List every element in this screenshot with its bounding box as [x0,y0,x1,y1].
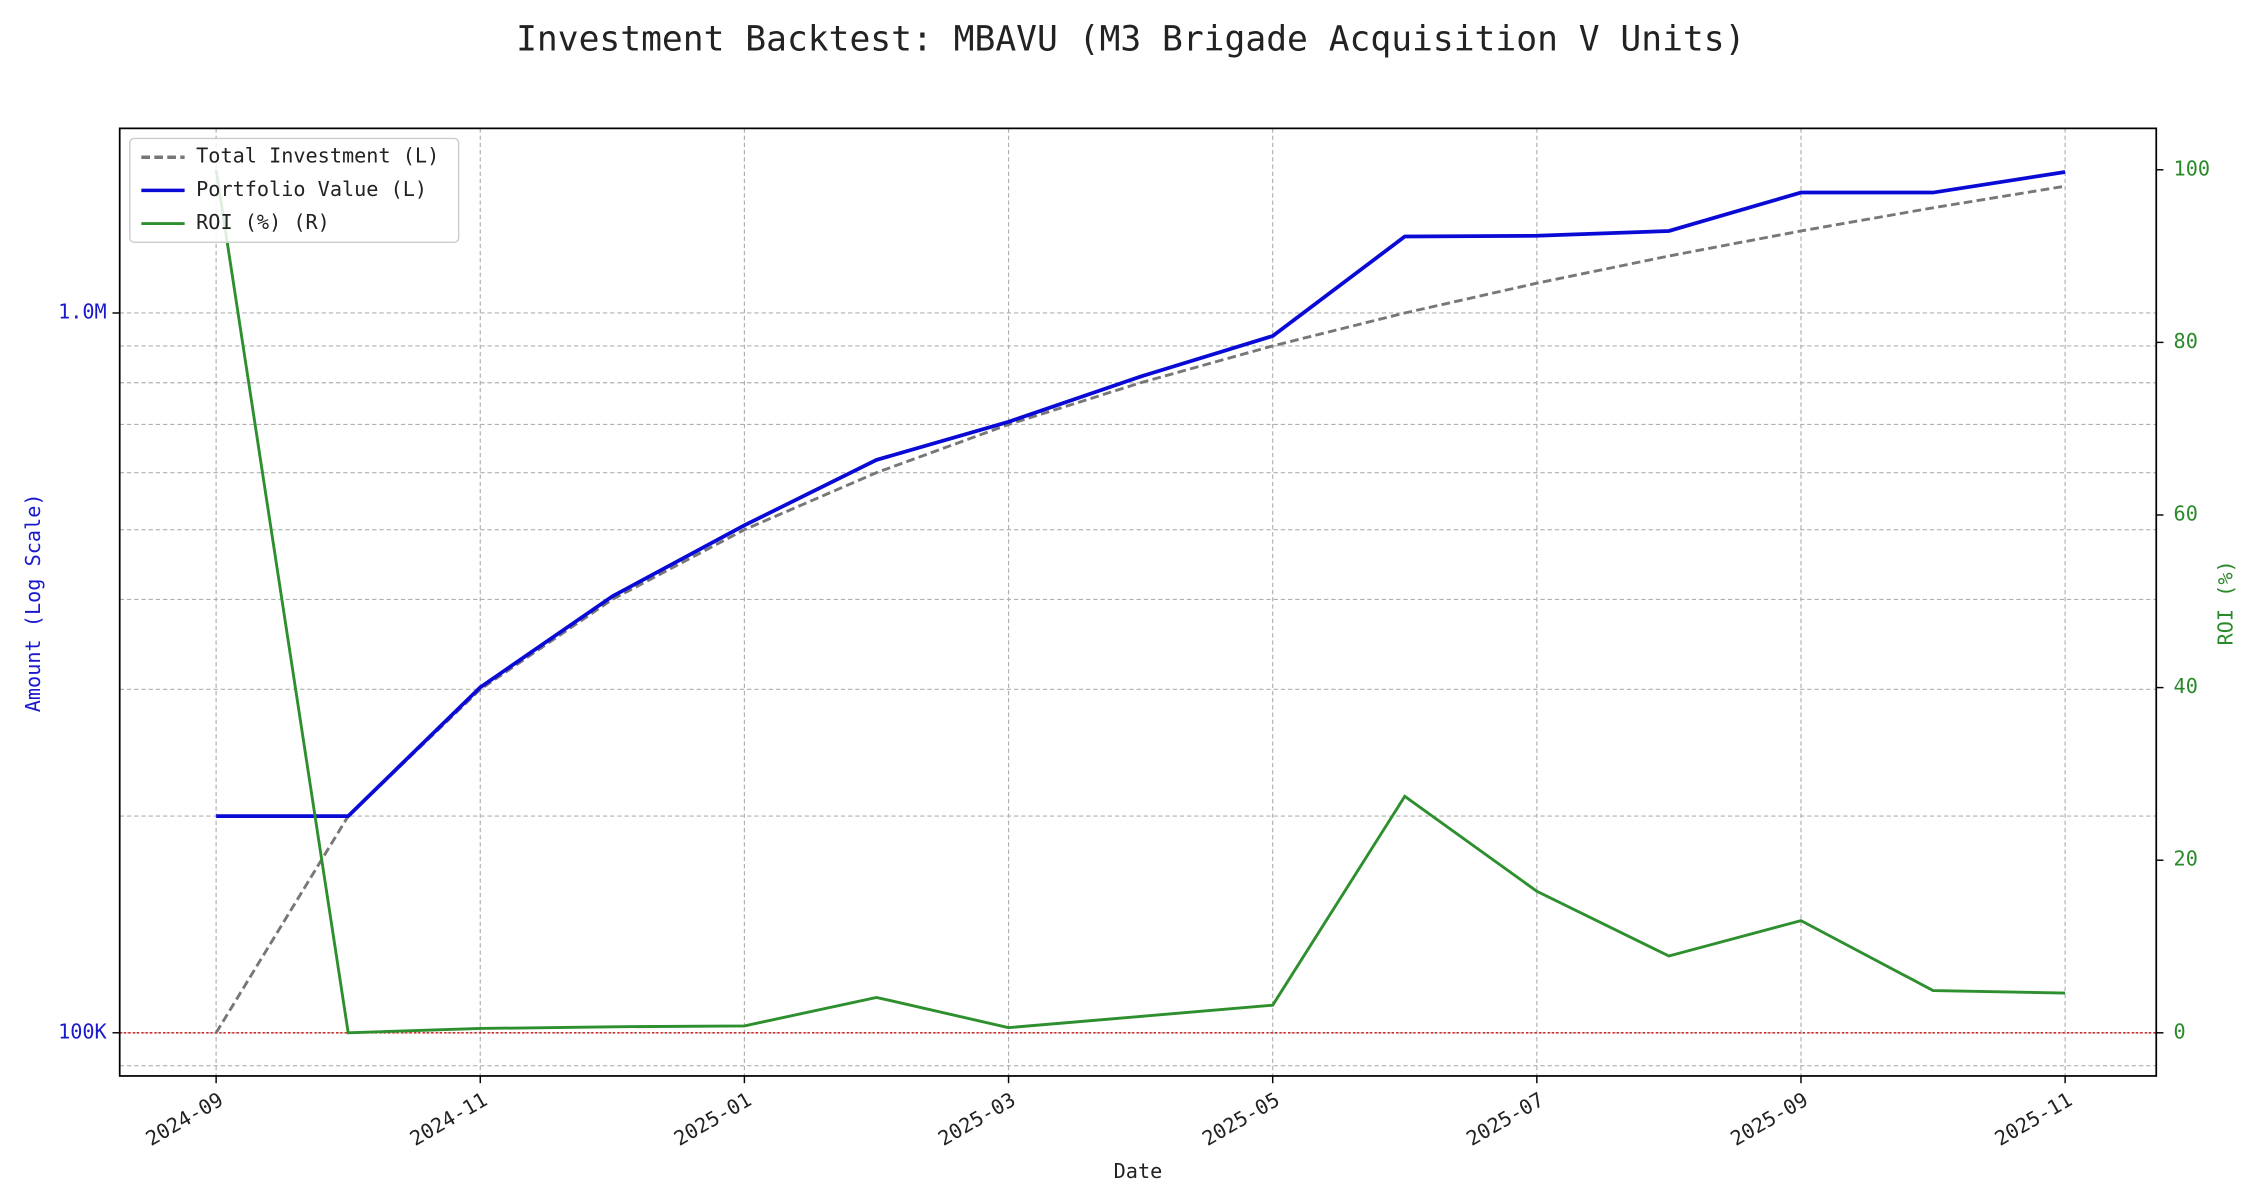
x-tick-label: 2025-03 [934,1087,1020,1150]
y2-tick-label: 40 [2174,674,2198,698]
series-line [216,170,2066,818]
x-tick-label: 2025-07 [1462,1087,1548,1150]
x-axis-label: Date [1114,1159,1163,1183]
x-tick-label: 2025-09 [1726,1087,1812,1150]
legend-box [129,137,460,244]
y-tick-label: 100K [58,1019,107,1043]
x-tick-label: 2025-05 [1198,1087,1284,1150]
series-line [214,184,2066,1034]
legend-label: ROI (%) (R) [196,210,330,234]
x-tick-label: 2025-01 [670,1087,756,1150]
plot-frame [118,127,2158,1077]
y2-tick-label: 80 [2174,329,2198,353]
y2-tick-label: 0 [2174,1019,2186,1043]
x-tick-label: 2024-11 [406,1087,492,1150]
x-tick-label: 2024-09 [141,1087,227,1150]
chart-title: Investment Backtest: MBAVU (M3 Brigade A… [516,19,1745,59]
series-line [214,169,2066,1035]
x-tick-label: 2025-11 [1990,1087,2076,1150]
y2-axis-label: ROI (%) [2213,560,2237,645]
y2-tick-label: 20 [2174,847,2198,871]
legend: Total Investment (L) Portfolio Value (L) R… [129,137,460,244]
y-axis-label: Amount (Log Scale) [21,493,45,712]
y2-tick-label: 60 [2174,501,2198,525]
y-tick-label: 1.0M [58,299,107,323]
y2-tick-label: 100 [2174,156,2210,180]
legend-label: Total Investment (L) [196,144,439,168]
legend-label: Portfolio Value (L) [196,177,427,201]
